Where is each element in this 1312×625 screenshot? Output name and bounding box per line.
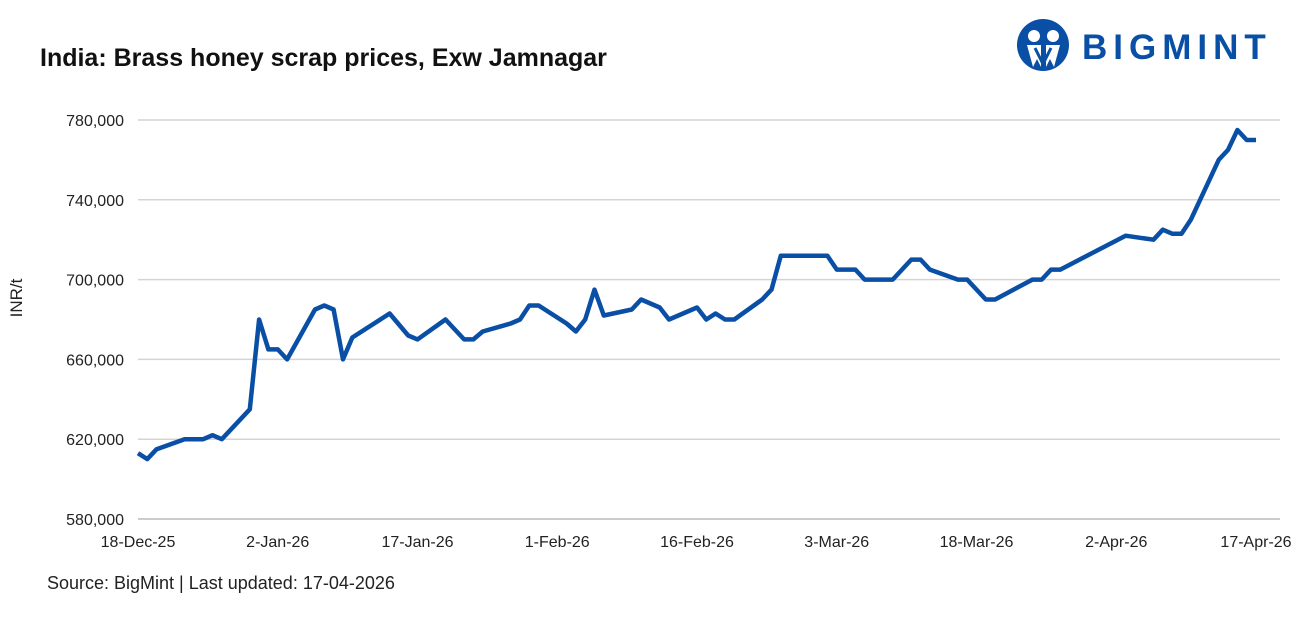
source-note: Source: BigMint | Last updated: 17-04-20… <box>47 573 395 593</box>
data-point <box>509 321 513 325</box>
data-point <box>891 278 895 282</box>
data-point <box>481 329 485 333</box>
data-point <box>835 268 839 272</box>
x-tick-label: 3-Mar-26 <box>804 534 869 551</box>
data-point <box>853 268 857 272</box>
data-point <box>965 278 969 282</box>
x-tick-label: 18-Mar-26 <box>940 534 1014 551</box>
data-point <box>1179 232 1183 236</box>
data-point <box>658 306 662 310</box>
data-point <box>919 258 923 262</box>
data-point <box>443 318 447 322</box>
data-point <box>1235 128 1239 132</box>
y-tick-label: 700,000 <box>66 273 124 290</box>
y-tick-label: 780,000 <box>66 113 124 130</box>
x-tick-label: 17-Jan-26 <box>381 534 453 551</box>
data-point <box>537 304 541 308</box>
data-point <box>341 357 345 361</box>
data-point <box>1161 228 1165 232</box>
data-point <box>471 337 475 341</box>
x-tick-label: 2-Apr-26 <box>1085 534 1147 551</box>
x-tick-label: 16-Feb-26 <box>660 534 734 551</box>
data-point <box>257 318 261 322</box>
data-point <box>518 318 522 322</box>
data-point <box>1245 138 1249 142</box>
data-point <box>248 407 252 411</box>
data-point <box>760 298 764 302</box>
x-tick-label: 2-Jan-26 <box>246 534 309 551</box>
data-point <box>1254 138 1258 142</box>
data-point <box>1152 238 1156 242</box>
data-point <box>136 451 140 455</box>
data-point <box>984 298 988 302</box>
data-point <box>1189 218 1193 222</box>
y-axis-label: INR/t <box>7 278 26 317</box>
data-point <box>602 314 606 318</box>
data-point <box>1040 278 1044 282</box>
data-point <box>779 254 783 258</box>
data-point <box>266 347 270 351</box>
data-point <box>350 335 354 339</box>
chart-title: India: Brass honey scrap prices, Exw Jam… <box>40 44 607 72</box>
data-point <box>155 447 159 451</box>
data-point <box>574 329 578 333</box>
data-point <box>1049 268 1053 272</box>
data-point <box>388 312 392 316</box>
data-point <box>220 437 224 441</box>
price-line <box>136 127 1256 462</box>
data-point <box>145 457 149 461</box>
x-tick-label: 18-Dec-25 <box>101 534 176 551</box>
y-tick-label: 620,000 <box>66 432 124 449</box>
data-point <box>201 437 205 441</box>
data-point <box>416 337 420 341</box>
logo-text: BIGMINT <box>1082 28 1272 67</box>
data-point <box>667 318 671 322</box>
data-point <box>1058 268 1062 272</box>
data-point <box>1170 232 1174 236</box>
data-point <box>593 288 597 292</box>
data-point <box>714 312 718 316</box>
data-point <box>332 308 336 312</box>
data-point <box>462 337 466 341</box>
data-point <box>704 318 708 322</box>
data-point <box>313 308 317 312</box>
x-tick-label: 17-Apr-26 <box>1220 534 1291 551</box>
data-point <box>723 318 727 322</box>
data-point <box>825 254 829 258</box>
data-point <box>1217 158 1221 162</box>
bigmint-logo-icon <box>1017 19 1069 71</box>
data-point <box>863 278 867 282</box>
data-point <box>732 318 736 322</box>
data-point <box>322 304 326 308</box>
y-tick-label: 580,000 <box>66 512 124 529</box>
data-point <box>909 258 913 262</box>
data-point <box>583 318 587 322</box>
data-point <box>1030 278 1034 282</box>
y-tick-label: 740,000 <box>66 193 124 210</box>
data-point <box>639 298 643 302</box>
data-point <box>695 306 699 310</box>
y-tick-label: 660,000 <box>66 352 124 369</box>
data-point <box>183 437 187 441</box>
data-point <box>211 433 215 437</box>
data-point <box>770 288 774 292</box>
x-tick-label: 1-Feb-26 <box>525 534 590 551</box>
data-point <box>956 278 960 282</box>
data-point <box>276 347 280 351</box>
data-point <box>1124 234 1128 238</box>
data-point <box>527 304 531 308</box>
data-point <box>993 298 997 302</box>
data-point <box>406 333 410 337</box>
data-point <box>1226 148 1230 152</box>
bigmint-logo: BIGMINT <box>1016 18 1296 74</box>
data-point <box>285 357 289 361</box>
data-point <box>928 268 932 272</box>
data-point <box>565 321 569 325</box>
data-point <box>630 308 634 312</box>
